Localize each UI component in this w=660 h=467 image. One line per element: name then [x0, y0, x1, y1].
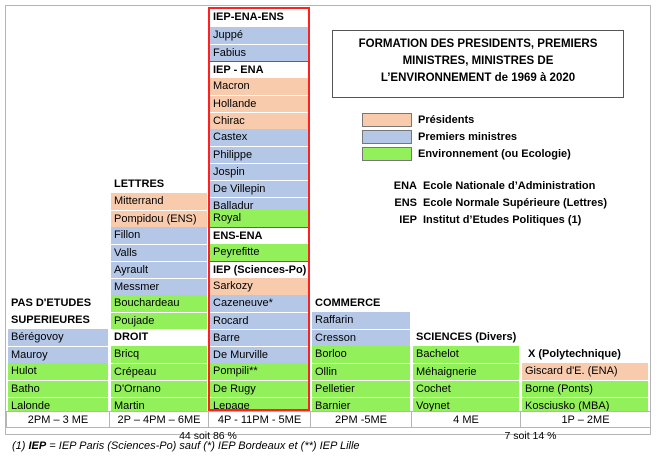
- col1-env-batho: Batho: [8, 380, 108, 397]
- col6-summary: 1P – 2ME: [520, 411, 651, 428]
- col2-env-martin: Martin: [111, 397, 207, 414]
- col3-env-peyrefitte: Peyrefitte: [210, 244, 308, 261]
- col3-header-iep-ena-ens: IEP-ENA-ENS: [210, 9, 308, 26]
- legend-label-premiers: Premiers ministres: [418, 131, 518, 143]
- col2-pm-ayrault: Ayrault: [111, 261, 207, 278]
- col6-env-borne: Borne (Ponts): [522, 380, 648, 397]
- col1-header-line2: SUPERIEURES: [8, 312, 108, 329]
- title-box: FORMATION DES PRESIDENTS, PREMIERS MINIS…: [332, 30, 624, 98]
- col1-summary: 2PM – 3 ME: [6, 411, 110, 428]
- col3-pm-castex: Castex: [210, 129, 308, 146]
- footnote-iep: IEP: [28, 440, 47, 452]
- col5-header: SCIENCES (Divers): [413, 329, 519, 346]
- abbr-code-iep: IEP: [399, 214, 417, 226]
- total-right: 7 soit 14 %: [504, 430, 557, 442]
- legend-label-environnement: Environnement (ou Ecologie): [418, 148, 571, 160]
- col1-pm-beregovoy: Bérégovoy: [8, 329, 108, 346]
- col5-env-bachelot: Bachelot: [413, 346, 519, 363]
- total-left: 44 soit 86 %: [179, 430, 237, 442]
- col2-lettres-header: LETTRES: [111, 176, 207, 193]
- col4-env-barnier: Barnier: [312, 397, 410, 414]
- col3-pres-hollande: Hollande: [210, 95, 308, 112]
- col2-env-bricq: Bricq: [111, 346, 207, 363]
- footnote-prefix: (1): [12, 440, 29, 452]
- totals-divider: [6, 434, 651, 435]
- col3-header-ens-ena: ENS-ENA: [210, 227, 308, 244]
- col1-pm-mauroy: Mauroy: [8, 346, 108, 363]
- col5-env-cochet: Cochet: [413, 380, 519, 397]
- col4-env-pelletier: Pelletier: [312, 380, 410, 397]
- col2-pm-fillon: Fillon: [111, 227, 207, 244]
- footnote-text: = IEP Paris (Sciences-Po) sauf (*) IEP B…: [46, 440, 360, 452]
- col5-env-voynet: Voynet: [413, 397, 519, 414]
- col2-pres-pompidou: Pompidou (ENS): [111, 210, 207, 227]
- col2-pm-messmer: Messmer: [111, 278, 207, 295]
- col4-pm-cresson: Cresson: [312, 329, 410, 346]
- col6-env-kosciusko: Kosciusko (MBA): [522, 397, 648, 414]
- col4-env-ollin: Ollin: [312, 363, 410, 380]
- title-line-1: FORMATION DES PRESIDENTS, PREMIERS: [358, 38, 598, 50]
- col5-summary: 4 ME: [411, 411, 521, 428]
- col2-env-poujade: Poujade: [111, 312, 207, 329]
- col3-pres-macron: Macron: [210, 78, 308, 95]
- col4-header: COMMERCE: [312, 295, 410, 312]
- legend-swatch-presidents: [362, 113, 412, 127]
- col2-droit-header: DROIT: [111, 329, 207, 346]
- col3-pm-philippe: Philippe: [210, 146, 308, 163]
- col2-summary: 2P – 4PM – 6ME: [109, 411, 209, 428]
- col3-header-iep-ena: IEP - ENA: [210, 61, 308, 78]
- col3-pres-chirac: Chirac: [210, 112, 308, 129]
- col3-pm-demurville: De Murville: [210, 346, 308, 363]
- title-line-3: L’ENVIRONNEMENT de 1969 à 2020: [380, 72, 576, 84]
- col3-pm-juppe: Juppé: [210, 27, 308, 44]
- col6-pres-giscard: Giscard d'E. (ENA): [522, 363, 648, 380]
- col2-env-dornano: D'Ornano: [111, 380, 207, 397]
- abbr-text-iep: Institut d’Etudes Politiques (1): [423, 214, 582, 226]
- col3-header-iep-sciencespo: IEP (Sciences-Po): [210, 261, 308, 278]
- abbr-code-ens: ENS: [394, 197, 417, 209]
- col2-pres-mitterrand: Mitterrand: [111, 193, 207, 210]
- col4-pm-raffarin: Raffarin: [312, 312, 410, 329]
- title-line-2: MINISTRES, MINISTRES DE: [402, 55, 554, 67]
- col3-summary: 4P - 11PM - 5ME: [208, 411, 311, 428]
- legend-label-presidents: Présidents: [418, 114, 475, 126]
- col1-env-hulot: Hulot: [8, 363, 108, 380]
- col3-pm-rocard: Rocard: [210, 312, 308, 329]
- abbr-text-ens: Ecole Normale Supérieure (Lettres): [423, 197, 608, 209]
- col3-pm-jospin: Jospin: [210, 163, 308, 180]
- col3-pm-fabius: Fabius: [210, 44, 308, 61]
- col3-env-royal: Royal: [210, 210, 308, 227]
- col1-env-lalonde: Lalonde: [8, 397, 108, 414]
- col2-env-bouchardeau: Bouchardeau: [111, 295, 207, 312]
- footnote: (1) IEP = IEP Paris (Sciences-Po) sauf (…: [12, 440, 360, 452]
- legend-swatch-premiers: [362, 130, 412, 144]
- col3-pm-barre: Barre: [210, 329, 308, 346]
- col3-env-pompili: Pompili**: [210, 363, 308, 380]
- col5-env-mehaignerie: Méhaignerie: [413, 363, 519, 380]
- col3-env-derugy: De Rugy: [210, 380, 308, 397]
- legend-swatch-environnement: [362, 147, 412, 161]
- col3-pm-balladur: Balladur: [210, 197, 308, 214]
- col3-pm-devillepin: De Villepin: [210, 180, 308, 197]
- col6-header: X (Polytechnique): [522, 346, 648, 363]
- col4-env-borloo: Borloo: [312, 346, 410, 363]
- col1-header-line1: PAS D'ETUDES: [8, 295, 108, 312]
- abbr-code-ena: ENA: [393, 180, 417, 192]
- col3-pres-sarkozy: Sarkozy: [210, 278, 308, 295]
- col2-pm-valls: Valls: [111, 244, 207, 261]
- col2-env-crepeau: Crépeau: [111, 363, 207, 380]
- col3-pm-cazeneuve: Cazeneuve*: [210, 295, 308, 312]
- abbr-text-ena: Ecole Nationale d’Administration: [423, 180, 596, 192]
- col4-summary: 2PM -5ME: [310, 411, 412, 428]
